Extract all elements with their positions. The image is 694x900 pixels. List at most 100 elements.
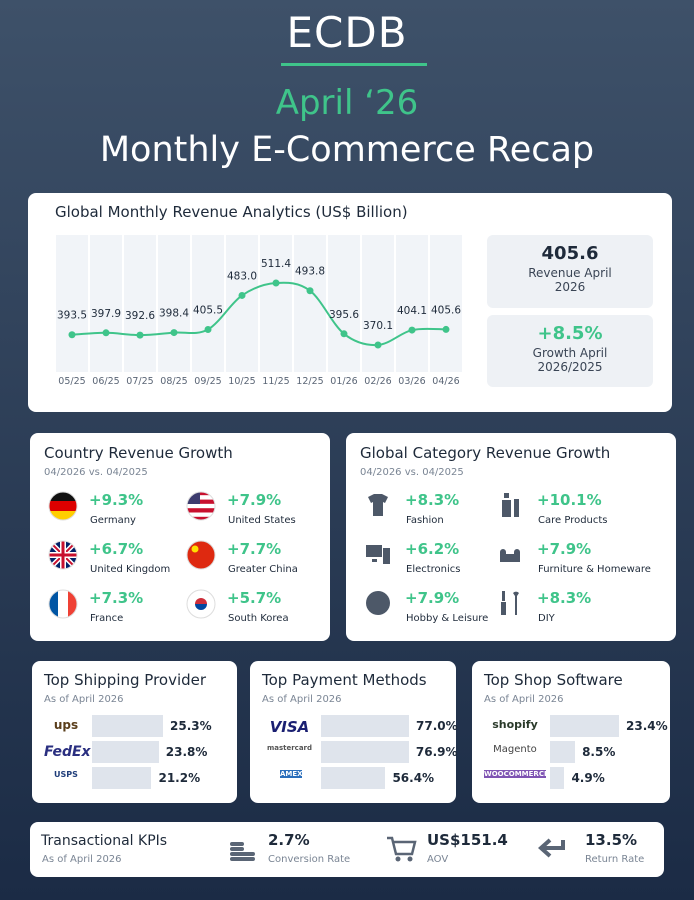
card-title: Top Payment Methods <box>262 671 427 689</box>
data-label: 392.6 <box>125 310 155 322</box>
flag-part <box>49 590 58 618</box>
flag-border <box>186 589 216 619</box>
data-point <box>204 325 212 333</box>
card-title: Top Shipping Provider <box>44 671 207 689</box>
growth-name: France <box>90 613 124 624</box>
chart-title: Global Monthly Revenue Analytics (US$ Bi… <box>55 203 408 221</box>
flag-part <box>58 590 68 618</box>
x-tick-label: 10/25 <box>228 376 255 387</box>
data-label: 483.0 <box>227 270 257 282</box>
coins-icon <box>230 842 255 861</box>
card-title: Top Shop Software <box>484 671 623 689</box>
flag-art <box>187 492 215 520</box>
growth-name: South Korea <box>228 613 289 624</box>
bar <box>92 715 163 737</box>
category-card: Global Category Revenue Growth 04/2026 vs… <box>346 433 676 641</box>
bar <box>550 767 565 789</box>
provider-logo: VISA <box>269 718 310 736</box>
column-band <box>328 235 360 372</box>
x-tick-label: 08/25 <box>160 376 187 387</box>
flag-part <box>187 508 215 513</box>
card-subtitle: As of April 2026 <box>484 694 564 705</box>
flag-icon <box>186 589 216 619</box>
column-band <box>260 235 292 372</box>
flag-border <box>186 491 216 521</box>
provider-logo: FedEx <box>44 744 91 760</box>
highlight-label: Growth April 2026/2025 <box>532 346 608 374</box>
column-band <box>158 235 190 372</box>
bar-value: 23.8% <box>165 745 208 759</box>
x-tick-label: 05/25 <box>58 376 85 387</box>
bar-value: 56.4% <box>392 771 435 785</box>
flag-art <box>49 541 77 569</box>
growth-name: Electronics <box>406 564 461 575</box>
column-band <box>192 235 224 372</box>
flag-border <box>48 491 78 521</box>
kpi-label: AOV <box>427 854 449 865</box>
flag-part <box>191 545 199 553</box>
kpi-title: Transactional KPIs <box>41 833 168 849</box>
icon-shape <box>501 591 519 615</box>
bar <box>321 741 409 763</box>
flag-icon <box>48 589 78 619</box>
bar <box>550 715 619 737</box>
growth-value: +6.2% <box>405 540 460 558</box>
card-title: Global Category Revenue Growth <box>360 444 611 462</box>
data-point <box>68 331 76 339</box>
column-band <box>124 235 156 372</box>
flag-part <box>49 511 77 520</box>
flag-icon <box>48 540 78 570</box>
x-tick-label: 02/26 <box>364 376 391 387</box>
flag-art <box>187 541 215 569</box>
return-icon <box>538 838 565 858</box>
data-label: 404.1 <box>397 305 427 317</box>
bar <box>92 741 159 763</box>
growth-name: Greater China <box>228 564 298 575</box>
line-chart: 05/25 06/25 07/25 08/25 09/25 10/25 11/25 12/25… <box>56 235 462 387</box>
flag-part <box>187 541 215 569</box>
flag-part <box>195 598 207 604</box>
data-label: 405.5 <box>193 304 223 316</box>
category-icon <box>501 591 519 615</box>
flag-part <box>49 501 77 511</box>
x-tick-label: 01/26 <box>330 376 357 387</box>
card-subtitle: As of April 2026 <box>262 694 342 705</box>
data-label: 397.9 <box>91 308 121 320</box>
highlight-value: +8.5% <box>537 323 603 344</box>
bar-value: 77.0% <box>416 719 458 733</box>
flag-part <box>187 499 215 504</box>
highlight-label: Revenue April 2026 <box>528 266 612 294</box>
growth-value: +7.9% <box>227 491 282 509</box>
flag-border <box>48 589 78 619</box>
kpi-subtitle: As of April 2026 <box>42 854 122 865</box>
brand: ECDB <box>286 8 408 57</box>
card-subtitle: As of April 2026 <box>44 694 124 705</box>
brand-underline <box>281 63 427 66</box>
growth-value: +8.3% <box>537 589 592 607</box>
column-band <box>226 235 258 372</box>
flag-icon <box>48 491 78 521</box>
bar-value: 4.9% <box>571 771 605 785</box>
flag-part <box>187 492 215 496</box>
kpi-card: Transactional KPIs As of April 2026 2.7%… <box>30 822 664 877</box>
data-point <box>374 341 382 349</box>
flag-part <box>187 492 200 504</box>
bar-value: 21.2% <box>158 771 201 785</box>
x-tick-label: 03/26 <box>398 376 425 387</box>
growth-value: +5.7% <box>227 589 282 607</box>
growth-value: +8.3% <box>405 491 460 509</box>
data-label: 405.6 <box>431 304 461 316</box>
flag-part <box>68 590 77 618</box>
growth-name: Germany <box>90 515 136 526</box>
growth-value: +7.3% <box>89 589 144 607</box>
growth-name: Furniture & Homeware <box>538 564 651 575</box>
data-point <box>170 329 178 337</box>
data-point <box>442 325 450 333</box>
category-icon <box>502 493 519 517</box>
growth-value: +9.3% <box>89 491 144 509</box>
x-tick-label: 09/25 <box>194 376 221 387</box>
bar-value: 25.3% <box>170 719 212 733</box>
data-label: 395.6 <box>329 309 359 321</box>
date: April ‘26 <box>275 83 419 123</box>
